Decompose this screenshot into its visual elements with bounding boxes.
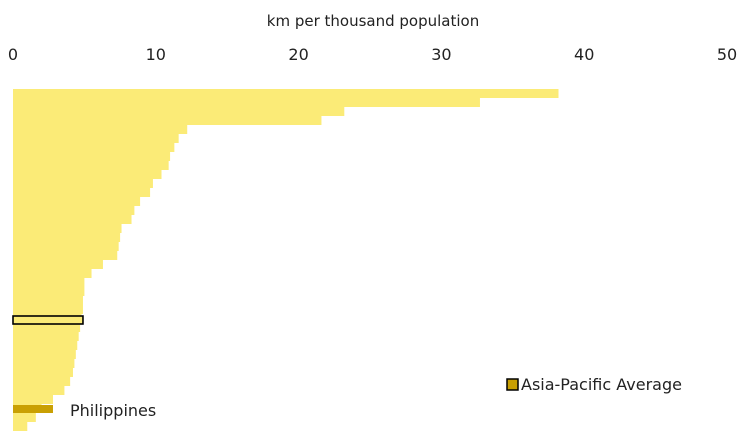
x-tick-label: 10 <box>146 45 166 64</box>
bar <box>13 116 322 125</box>
bar <box>13 323 81 332</box>
bar <box>13 332 79 341</box>
bar <box>13 152 171 161</box>
bar <box>13 305 83 314</box>
bar <box>13 287 85 296</box>
bar <box>13 368 73 377</box>
x-tick-label: 50 <box>717 45 737 64</box>
bar <box>13 359 75 368</box>
bar <box>13 413 36 422</box>
bar <box>13 296 83 305</box>
bar <box>13 125 188 134</box>
bar <box>13 377 71 386</box>
bar <box>13 422 28 431</box>
bar <box>13 170 162 179</box>
bar <box>13 143 175 152</box>
bar <box>13 89 559 98</box>
bar <box>13 215 132 224</box>
bar <box>13 197 141 206</box>
bar <box>13 395 53 404</box>
bar <box>13 134 179 143</box>
bar <box>13 98 480 107</box>
average-bar <box>12 315 84 325</box>
bar <box>13 269 92 278</box>
x-tick-label: 30 <box>431 45 451 64</box>
x-axis-title: km per thousand population <box>267 12 479 30</box>
bar <box>13 251 118 260</box>
bar <box>13 278 85 287</box>
bar <box>13 161 169 170</box>
x-tick-label: 20 <box>288 45 308 64</box>
bar <box>13 179 153 188</box>
x-tick-label: 0 <box>8 45 18 64</box>
x-axis-ticks: 0 10 20 30 40 50 <box>8 45 737 64</box>
philippines-bar <box>13 405 53 413</box>
bar <box>13 341 78 350</box>
bar <box>13 242 119 251</box>
bar <box>13 233 121 242</box>
legend-label: Asia-Pacific Average <box>521 375 682 394</box>
legend: Asia-Pacific Average <box>506 375 682 394</box>
bar <box>13 188 151 197</box>
bar <box>13 107 345 116</box>
highlight-marks: Philippines <box>12 315 156 420</box>
bar <box>13 260 103 269</box>
bar <box>13 224 122 233</box>
legend-swatch <box>506 378 519 391</box>
x-tick-label: 40 <box>574 45 594 64</box>
bar <box>13 350 76 359</box>
bar <box>13 206 135 215</box>
bar <box>13 386 65 395</box>
philippines-label: Philippines <box>70 401 156 420</box>
bar-series <box>13 89 559 431</box>
